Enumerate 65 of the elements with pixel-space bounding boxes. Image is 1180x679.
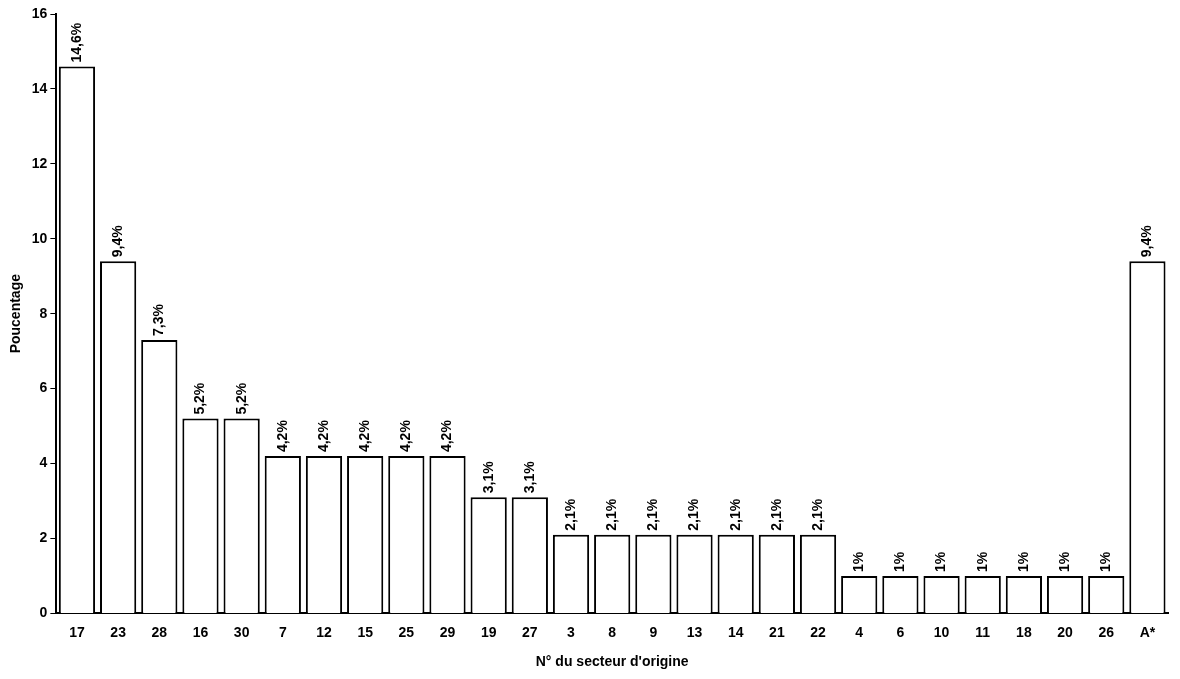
x-tick-label: 9 [649, 623, 658, 640]
data-label: 3,1% [479, 460, 496, 494]
data-label: 9,4% [1138, 224, 1155, 258]
data-label: 4,2% [356, 419, 373, 453]
x-tick-label: 22 [810, 623, 827, 640]
x-tick-label: 30 [233, 623, 250, 640]
x-tick-label: 20 [1057, 623, 1074, 640]
data-label: 4,2% [314, 419, 331, 453]
x-tick-label: 4 [855, 623, 864, 640]
data-label: 2,1% [603, 498, 620, 531]
y-tick-label: 6 [39, 379, 48, 396]
data-label: 1% [973, 551, 990, 572]
x-tick-label: 6 [896, 623, 905, 640]
data-label: 1% [850, 551, 867, 572]
data-label: 4,2% [273, 419, 290, 453]
data-label: 2,1% [685, 498, 702, 531]
x-tick-label: 13 [686, 623, 703, 640]
x-tick-label: 18 [1016, 623, 1032, 640]
y-axis-title: Poucentage [7, 273, 24, 354]
x-tick-label: 10 [933, 623, 950, 640]
x-tick-label: 25 [398, 623, 415, 640]
data-label: 5,2% [232, 382, 249, 415]
x-tick-label: 23 [110, 623, 127, 640]
x-tick-label: 3 [567, 623, 576, 640]
data-label: 2,1% [726, 498, 743, 531]
data-label: 1% [932, 551, 949, 572]
x-tick-label: 27 [522, 623, 538, 640]
x-axis-title: N° du secteur d'origine [535, 653, 689, 670]
y-tick-label: 0 [39, 604, 48, 621]
x-tick-label: 26 [1098, 623, 1115, 640]
data-label: 7,3% [150, 303, 167, 336]
x-tick-label: 17 [69, 623, 85, 640]
data-label: 1% [1014, 551, 1031, 572]
x-tick-label: 28 [151, 623, 168, 640]
data-label: 2,1% [644, 498, 661, 531]
x-tick-label: A* [1139, 623, 1156, 640]
data-label: 1% [891, 551, 908, 572]
data-label: 2,1% [808, 498, 825, 531]
data-label: 1% [1097, 551, 1114, 572]
data-label: 2,1% [767, 498, 784, 531]
data-label: 2,1% [561, 498, 578, 531]
data-label: 3,1% [520, 460, 537, 494]
x-tick-label: 14 [727, 623, 744, 640]
y-tick-label: 14 [31, 79, 48, 96]
y-tick-label: 8 [39, 304, 48, 321]
x-tick-label: 12 [316, 623, 332, 640]
x-tick-label: 8 [608, 623, 617, 640]
data-label: 9,4% [108, 224, 125, 258]
y-tick-label: 10 [31, 229, 48, 246]
x-tick-label: 7 [278, 623, 287, 640]
y-tick-label: 12 [31, 154, 48, 171]
data-label: 5,2% [191, 382, 208, 415]
data-label: 14,6% [67, 22, 84, 63]
x-tick-label: 11 [975, 623, 991, 640]
data-label: 1% [1055, 551, 1072, 572]
y-tick-label: 16 [31, 4, 48, 21]
x-tick-label: 15 [357, 623, 374, 640]
x-tick-label: 21 [769, 623, 785, 640]
x-tick-label: 19 [480, 623, 497, 640]
y-tick-label: 4 [39, 454, 48, 471]
data-label: 4,2% [397, 419, 414, 453]
y-tick-label: 2 [39, 529, 48, 546]
x-tick-label: 29 [439, 623, 456, 640]
x-tick-label: 16 [192, 623, 209, 640]
data-label: 4,2% [438, 419, 455, 453]
